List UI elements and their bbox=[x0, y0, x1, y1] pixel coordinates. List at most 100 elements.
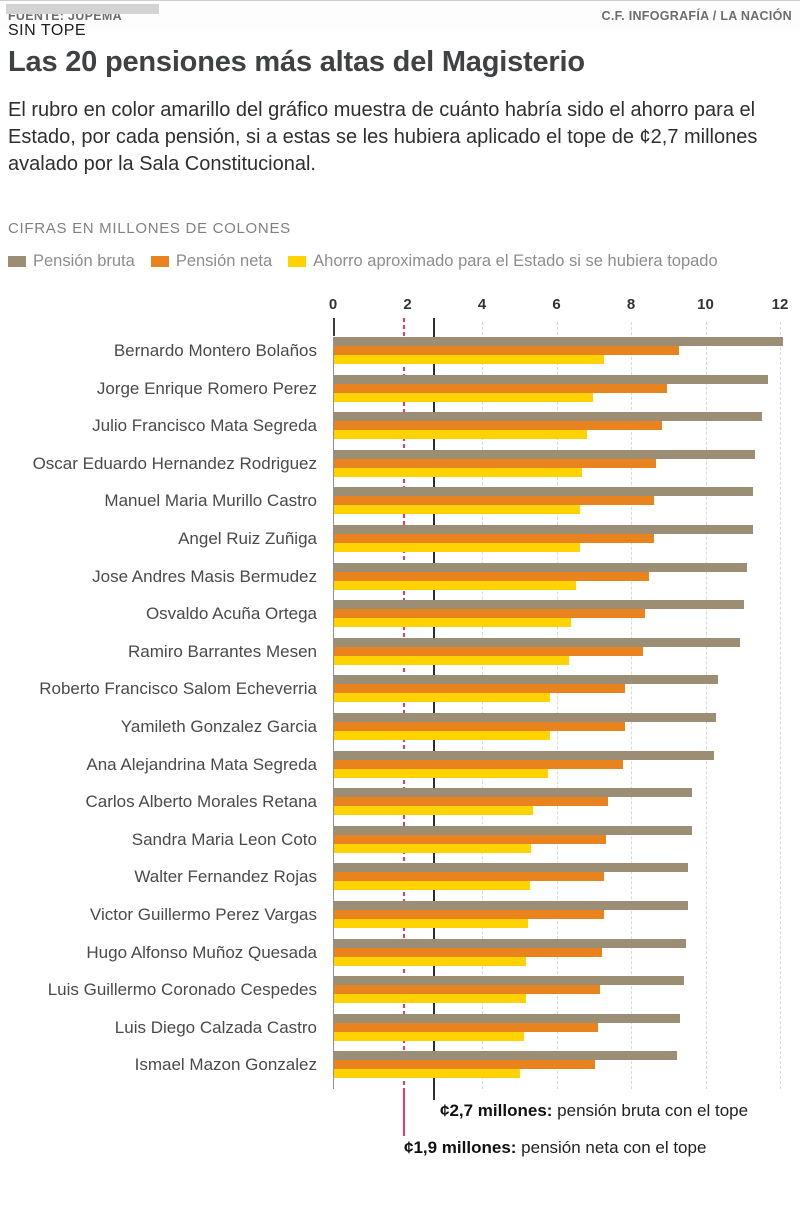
bar-bruta bbox=[334, 412, 763, 422]
bar-bruta bbox=[334, 788, 692, 798]
bar-neta bbox=[334, 383, 668, 393]
annotation-tope-bruta-value: ¢2,7 millones: bbox=[440, 1101, 553, 1120]
bar-neta bbox=[334, 571, 649, 581]
x-axis-tick-label: 0 bbox=[328, 296, 338, 313]
category-label: Yamileth Gonzalez Garcia bbox=[120, 717, 317, 736]
bar-ahorro bbox=[334, 843, 532, 853]
plot-left-border bbox=[333, 337, 334, 1089]
category-label: Luis Guillermo Coronado Cespedes bbox=[47, 980, 317, 1000]
units-label: CIFRAS EN MILLONES DE COLONES bbox=[8, 220, 291, 237]
bar-neta bbox=[334, 458, 657, 468]
legend: Pensión bruta Pensión neta Ahorro aproxima… bbox=[8, 252, 718, 271]
annotation-tope-neta: ¢1,9 millones: pensión neta con el tope bbox=[404, 1138, 706, 1158]
bar-bruta bbox=[334, 713, 716, 722]
category-label: Hugo Alfonso Muñoz Quesada bbox=[86, 942, 317, 962]
legend-item: Ahorro aproximado para el Estado si se h… bbox=[288, 252, 718, 271]
category-label: Walter Fernandez Rojas bbox=[134, 867, 317, 887]
bar-ahorro bbox=[334, 1069, 521, 1079]
reference-line-tope-bruta bbox=[432, 318, 435, 1100]
bar-bruta bbox=[334, 637, 741, 647]
annotation-tope-bruta: ¢2,7 millones: pensión bruta con el tope bbox=[440, 1101, 748, 1121]
bar-ahorro bbox=[334, 693, 551, 703]
header-accent-bar bbox=[6, 4, 159, 14]
category-label: Oscar Eduardo Hernandez Rodriguez bbox=[32, 453, 317, 473]
bar-neta bbox=[334, 496, 655, 506]
kicker: SIN TOPE bbox=[8, 22, 87, 39]
category-label: Sandra Maria Leon Coto bbox=[131, 829, 317, 849]
category-label: Ismael Mazon Gonzalez bbox=[134, 1055, 317, 1075]
bar-bruta bbox=[334, 600, 744, 610]
category-label: Angel Ruiz Zuñiga bbox=[178, 529, 317, 548]
bar-neta bbox=[334, 684, 625, 694]
category-label: Jorge Enrique Romero Perez bbox=[96, 378, 317, 398]
bar-neta bbox=[334, 609, 646, 619]
bar-neta bbox=[334, 947, 603, 957]
category-label: Manuel Maria Murillo Castro bbox=[104, 491, 317, 511]
bar-ahorro bbox=[334, 505, 580, 515]
bar-neta bbox=[334, 872, 605, 882]
bar-ahorro bbox=[334, 919, 528, 928]
bar-bruta bbox=[334, 901, 688, 910]
reference-line-tope-neta-tail bbox=[402, 1089, 405, 1136]
bar-neta bbox=[334, 421, 662, 431]
bar-ahorro bbox=[334, 355, 605, 364]
bar-ahorro bbox=[334, 881, 530, 891]
bar-ahorro bbox=[334, 618, 571, 628]
bar-ahorro bbox=[334, 655, 569, 665]
infographic-credit: C.F. INFOGRAFÍA / LA NACIÓN bbox=[601, 9, 792, 23]
bar-neta bbox=[334, 985, 601, 995]
category-label: Bernardo Montero Bolaños bbox=[113, 341, 317, 360]
bar-neta bbox=[334, 1022, 599, 1032]
bar-bruta bbox=[334, 525, 754, 534]
x-axis-tick-label: 10 bbox=[697, 296, 714, 313]
bar-ahorro bbox=[334, 768, 549, 778]
legend-swatch-icon bbox=[288, 256, 307, 267]
bar-neta bbox=[334, 646, 644, 656]
legend-label: Ahorro aproximado para el Estado si se h… bbox=[313, 252, 718, 270]
bar-bruta bbox=[334, 1051, 677, 1061]
reference-line-tope-neta bbox=[402, 318, 405, 1089]
bar-ahorro bbox=[334, 580, 577, 590]
bar-ahorro bbox=[334, 430, 588, 440]
category-label: Jose Andres Masis Bermudez bbox=[92, 566, 317, 586]
bar-ahorro bbox=[334, 994, 526, 1004]
bar-bruta bbox=[334, 825, 692, 835]
bar-neta bbox=[334, 797, 608, 807]
x-axis-tick-label: 6 bbox=[552, 296, 561, 313]
legend-item: Pensión bruta bbox=[8, 252, 135, 271]
bar-ahorro bbox=[334, 392, 593, 402]
gridline bbox=[556, 322, 558, 1089]
subtitle: El rubro en color amarillo del gráfico m… bbox=[8, 99, 758, 175]
zero-tick bbox=[333, 318, 335, 336]
bar-neta bbox=[334, 834, 606, 844]
bar-bruta bbox=[334, 487, 754, 497]
bar-neta bbox=[334, 759, 623, 769]
bar-ahorro bbox=[334, 806, 534, 816]
bar-neta bbox=[334, 1060, 595, 1070]
legend-label: Pensión bruta bbox=[33, 252, 135, 270]
category-label: Julio Francisco Mata Segreda bbox=[92, 416, 317, 436]
x-axis-tick-label: 8 bbox=[626, 296, 636, 313]
annotation-tope-neta-text: pensión neta con el tope bbox=[516, 1138, 707, 1157]
legend-swatch-icon bbox=[8, 256, 26, 267]
category-label: Ramiro Barrantes Mesen bbox=[128, 641, 317, 661]
bar-neta bbox=[334, 346, 679, 355]
legend-item: Pensión neta bbox=[150, 252, 272, 271]
bar-bruta bbox=[334, 562, 748, 572]
bar-bruta bbox=[334, 374, 768, 384]
bar-bruta bbox=[334, 1013, 681, 1023]
x-axis-tick-label: 12 bbox=[771, 296, 789, 313]
category-label: Roberto Francisco Salom Echeverria bbox=[39, 679, 317, 699]
bar-bruta bbox=[334, 976, 685, 986]
gridline bbox=[631, 322, 632, 1089]
bar-ahorro bbox=[334, 731, 551, 740]
x-axis-tick-label: 2 bbox=[403, 296, 412, 313]
category-label: Victor Guillermo Perez Vargas bbox=[89, 905, 317, 924]
category-label: Luis Diego Calzada Castro bbox=[114, 1017, 317, 1037]
gridline bbox=[780, 322, 781, 1089]
annotation-tope-bruta-text: pensión bruta con el tope bbox=[552, 1101, 749, 1120]
bar-ahorro bbox=[334, 543, 580, 552]
bar-neta bbox=[334, 910, 605, 919]
